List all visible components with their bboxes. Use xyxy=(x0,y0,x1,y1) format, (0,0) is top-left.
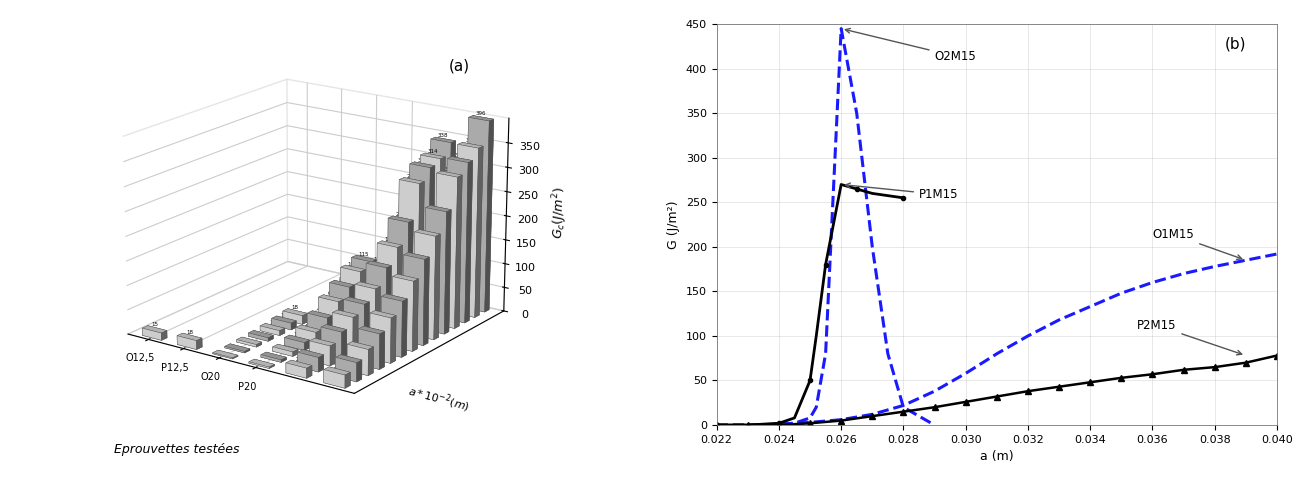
P1M15 xyxy=(787,415,803,421)
Text: (a): (a) xyxy=(448,58,470,73)
P2M15 xyxy=(864,413,880,419)
P2M15 xyxy=(803,420,818,426)
X-axis label: a (m): a (m) xyxy=(980,450,1014,463)
P2M15 xyxy=(1020,388,1036,394)
O1M15 xyxy=(771,421,787,427)
O1M15 xyxy=(740,422,756,428)
Text: $a * 10^{-2}(m)$: $a * 10^{-2}(m)$ xyxy=(407,382,472,415)
O1M15 xyxy=(1144,280,1160,285)
O1M15 xyxy=(803,419,818,425)
P2M15 xyxy=(1269,353,1285,358)
P1M15 xyxy=(771,420,787,426)
O1M15 xyxy=(1175,270,1191,276)
P1M15 xyxy=(895,195,911,201)
O2M15 xyxy=(709,422,724,428)
P2M15 xyxy=(895,409,911,414)
Text: O2M15: O2M15 xyxy=(846,28,976,63)
O2M15 xyxy=(818,351,834,356)
O2M15 xyxy=(880,351,895,356)
O1M15 xyxy=(926,388,942,394)
P2M15 xyxy=(989,394,1005,399)
Y-axis label: G (J/m²): G (J/m²) xyxy=(667,200,680,249)
Text: O1M15: O1M15 xyxy=(1152,228,1242,259)
P2M15 xyxy=(771,422,787,428)
P1M15 xyxy=(834,182,850,187)
O1M15 xyxy=(1207,264,1222,270)
P2M15 xyxy=(1144,371,1160,377)
O2M15 xyxy=(834,26,850,31)
O1M15 xyxy=(834,417,850,423)
O1M15 xyxy=(895,402,911,408)
O2M15 xyxy=(803,415,818,421)
O1M15 xyxy=(958,370,973,376)
P2M15 xyxy=(834,418,850,424)
O1M15 xyxy=(1269,251,1285,257)
Text: (b): (b) xyxy=(1225,36,1246,51)
O2M15 xyxy=(850,110,865,116)
O2M15 xyxy=(895,404,911,410)
O2M15 xyxy=(808,404,823,410)
O2M15 xyxy=(926,422,942,428)
Text: P1M15: P1M15 xyxy=(846,183,959,201)
O1M15 xyxy=(709,422,724,428)
O1M15 xyxy=(1020,333,1036,339)
O2M15 xyxy=(864,244,880,250)
Line: P2M15: P2M15 xyxy=(713,352,1281,428)
P2M15 xyxy=(1114,375,1130,381)
P2M15 xyxy=(740,422,756,428)
O1M15 xyxy=(864,412,880,417)
P2M15 xyxy=(958,399,973,405)
O2M15 xyxy=(756,422,771,428)
P2M15 xyxy=(1175,367,1191,373)
P1M15 xyxy=(740,422,756,428)
Line: O2M15: O2M15 xyxy=(717,28,934,425)
P1M15 xyxy=(864,190,880,196)
P2M15 xyxy=(926,404,942,410)
O2M15 xyxy=(787,420,803,426)
O1M15 xyxy=(989,351,1005,356)
O1M15 xyxy=(1114,290,1130,296)
P2M15 xyxy=(1083,379,1098,385)
P1M15 xyxy=(850,186,865,192)
Text: Eprouvettes testées: Eprouvettes testées xyxy=(113,443,240,456)
O1M15 xyxy=(1052,317,1067,323)
P1M15 xyxy=(808,333,823,339)
Line: P1M15: P1M15 xyxy=(714,183,906,427)
Text: P2M15: P2M15 xyxy=(1136,319,1242,355)
P1M15 xyxy=(709,422,724,428)
P1M15 xyxy=(818,262,834,268)
O1M15 xyxy=(1238,257,1253,263)
O1M15 xyxy=(1083,304,1098,310)
P2M15 xyxy=(1238,360,1253,366)
Line: O1M15: O1M15 xyxy=(717,254,1277,425)
P1M15 xyxy=(803,378,818,384)
P2M15 xyxy=(1207,364,1222,370)
P2M15 xyxy=(1052,384,1067,390)
P2M15 xyxy=(709,422,724,428)
